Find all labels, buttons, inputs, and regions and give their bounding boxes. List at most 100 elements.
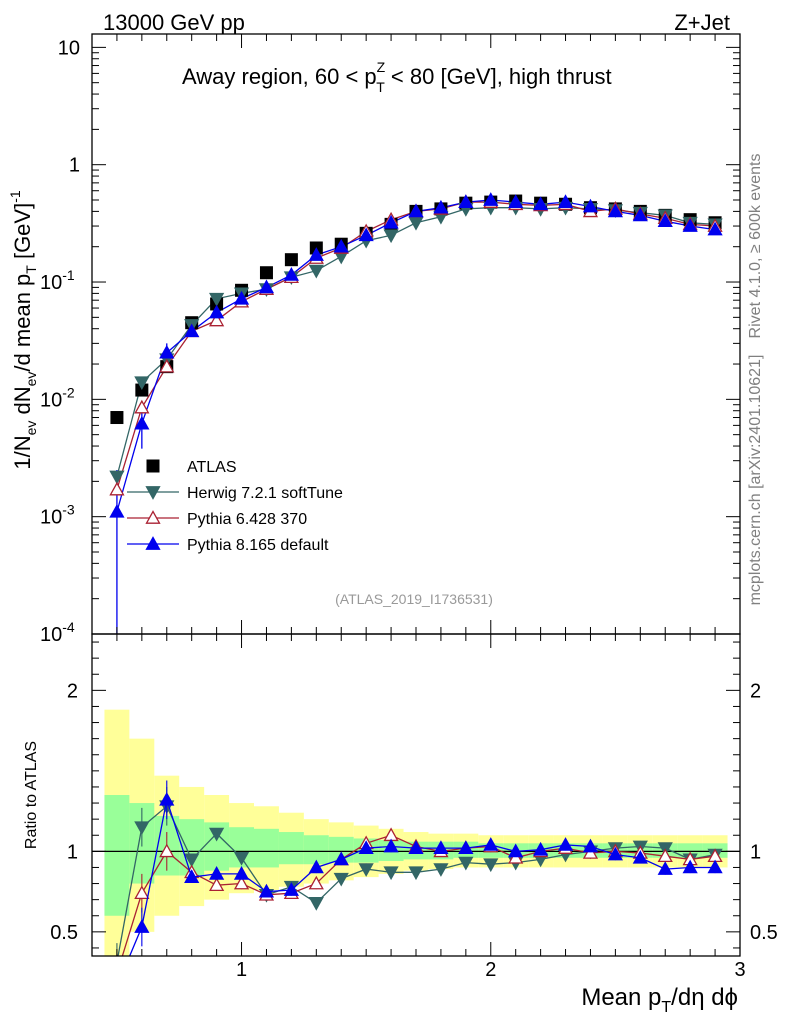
ratio-marker-triangle-up — [333, 851, 349, 866]
side-source: mcplots.cern.ch [arXiv:2401.10621] — [747, 355, 764, 606]
main-marker-triangle-up — [408, 203, 424, 218]
main-y-tick-base: 10 — [40, 624, 62, 646]
legend: ATLAS Herwig 7.2.1 softTune Pythia 6.428 3… — [127, 459, 343, 554]
main-marker-triangle-down — [408, 216, 424, 231]
legend-marker-triangle-up — [145, 536, 161, 550]
main-marker-triangle-up — [109, 503, 125, 518]
main-marker-triangle-up-open — [109, 481, 125, 496]
ratio-y-tick-label-left: 1 — [67, 841, 78, 863]
ratio-band-inner — [303, 835, 329, 865]
process-label: Z+Jet — [674, 10, 730, 35]
ratio-marker-triangle-up — [159, 791, 175, 806]
analysis-id: (ATLAS_2019_I1736531) — [335, 591, 493, 607]
ratio-band-inner — [254, 828, 279, 868]
ratio-marker-triangle-up — [557, 837, 574, 851]
ratio-marker-triangle-up — [508, 843, 524, 858]
x-tick-label: 2 — [485, 959, 496, 981]
ratio-marker-triangle-down — [458, 856, 474, 871]
ratio-y-tick-label-right: 1 — [750, 841, 761, 863]
main-marker-triangle-up — [682, 218, 698, 232]
main-marker-triangle-up — [184, 323, 200, 338]
ratio-marker-triangle-down — [433, 863, 449, 877]
main-marker-triangle-up — [508, 194, 524, 208]
ratio-y-tick-label-left: 2 — [67, 680, 78, 702]
legend-marker-triangle-down — [145, 486, 161, 500]
ratio-marker-triangle-down — [184, 853, 200, 868]
ratio-marker-triangle-up — [209, 866, 225, 880]
main-marker-triangle-up — [707, 221, 723, 236]
main-y-tick-label: 10-3 — [40, 502, 75, 529]
main-marker-triangle-up-open — [209, 312, 225, 327]
legend-entry: Pythia 6.428 370 — [187, 511, 307, 528]
main-y-tick-exponent: -3 — [62, 502, 75, 518]
ratio-marker-triangle-up-open — [308, 875, 324, 890]
main-marker-triangle-down — [109, 470, 125, 485]
ratio-marker-triangle-up — [607, 846, 623, 861]
ratio-marker-triangle-up — [533, 841, 549, 856]
main-marker-triangle-up — [134, 415, 150, 430]
main-y-tick-exponent: -4 — [62, 619, 75, 635]
main-marker-triangle-up — [209, 304, 225, 319]
ratio-marker-triangle-up — [458, 840, 474, 854]
subtitle-pre: Away region, 60 < p — [182, 64, 377, 89]
ratio-marker-triangle-up — [110, 980, 123, 992]
ratio-marker-triangle-up — [233, 866, 250, 880]
main-y-tick-label: 1 — [69, 155, 80, 177]
ratio-marker-triangle-up — [707, 859, 723, 874]
main-marker-square — [135, 383, 149, 397]
main-marker-triangle-up-open — [134, 399, 150, 414]
main-y-tick-label: 10-2 — [40, 384, 75, 411]
main-marker-triangle-up — [582, 198, 599, 213]
ratio-y-tick-label-left: 0.5 — [50, 922, 78, 944]
main-marker-triangle-up — [533, 196, 549, 211]
ratio-band-inner — [104, 795, 130, 916]
x-tick-label: 1 — [236, 959, 247, 981]
ratio-plot-area — [92, 709, 740, 992]
legend-marker-square — [146, 459, 160, 473]
ratio-marker-triangle-up — [408, 840, 424, 854]
ratio-marker-triangle-up — [657, 861, 673, 875]
side-version: Rivet 4.1.0, ≥ 600k events — [747, 154, 764, 339]
main-marker-triangle-up — [458, 194, 474, 208]
main-marker-triangle-up — [607, 203, 623, 218]
main-marker-triangle-down — [209, 292, 225, 307]
ratio-marker-triangle-down — [483, 858, 499, 873]
main-marker-triangle-down — [134, 376, 150, 391]
ratio-marker-triangle-up-open — [159, 843, 175, 858]
ratio-marker-triangle-down — [358, 863, 374, 877]
main-marker-triangle-up — [483, 192, 499, 206]
ratio-panel: 0.5 0.5 1 1 2 2 1 2 3 — [50, 633, 778, 992]
main-y-tick-label: 10-4 — [40, 619, 75, 646]
main-marker-triangle-up — [283, 267, 299, 281]
ratio-marker-triangle-up-open — [110, 967, 123, 979]
ratio-marker-triangle-up — [632, 849, 648, 864]
ratio-marker-triangle-down — [333, 872, 349, 887]
main-y-tick-base: 10 — [40, 389, 62, 411]
ratio-marker-triangle-down — [408, 866, 424, 881]
main-y-tick-base: 1 — [69, 155, 80, 177]
subtitle-sub: T — [376, 79, 385, 95]
main-marker-triangle-up — [258, 279, 275, 294]
main-marker-square — [110, 411, 124, 425]
legend-entry: ATLAS — [187, 459, 237, 476]
ratio-marker-triangle-up — [283, 882, 299, 896]
subtitle-post: < 80 [GeV], high thrust — [385, 64, 612, 89]
ratio-marker-triangle-down — [134, 821, 150, 836]
ratio-marker-triangle-down — [209, 827, 225, 842]
main-marker-triangle-up-open — [159, 358, 175, 373]
main-marker-triangle-up — [233, 290, 250, 305]
main-marker-triangle-up — [308, 247, 324, 261]
main-marker-square — [284, 253, 298, 267]
main-marker-triangle-up — [159, 344, 175, 359]
main-line-herwig-7.2.1 — [116, 207, 716, 477]
ratio-marker-triangle-up — [308, 859, 324, 874]
ratio-marker-triangle-down — [110, 957, 123, 969]
main-marker-triangle-down — [308, 264, 324, 279]
energy-label: 13000 GeV pp — [103, 10, 245, 35]
ratio-marker-triangle-up — [358, 840, 374, 854]
main-marker-triangle-up — [333, 238, 349, 253]
ratio-marker-triangle-down — [233, 851, 250, 866]
main-marker-triangle-up — [433, 199, 449, 214]
